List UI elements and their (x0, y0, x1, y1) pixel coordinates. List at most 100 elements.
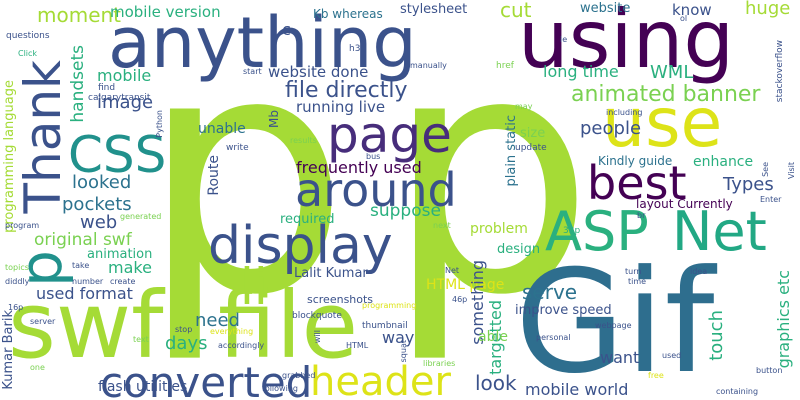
word: suppose (370, 201, 441, 221)
word: able (478, 329, 508, 345)
word: stackoverflow (775, 40, 785, 103)
word: Mb (267, 110, 281, 128)
word: manually (410, 61, 447, 70)
word: display (208, 216, 393, 276)
word: Visit (787, 162, 796, 180)
word: free (648, 371, 664, 380)
word: li (240, 258, 268, 316)
word: around (295, 163, 457, 217)
word: 16p (8, 303, 24, 312)
word: pockets (62, 194, 132, 215)
word: problem (470, 221, 528, 237)
word: webpage (595, 321, 632, 330)
word: stylesheet (400, 2, 468, 17)
word: one (30, 363, 45, 372)
word: days (165, 333, 208, 354)
word: p (140, 0, 350, 367)
word: cut (500, 0, 532, 22)
word: file directly (285, 78, 408, 103)
word: mobile version (110, 3, 221, 21)
word: Lalit Kumar (294, 266, 368, 281)
word: required (280, 212, 335, 227)
word: containing (716, 387, 759, 396)
word: frequently used (296, 158, 422, 177)
word: c (282, 20, 291, 39)
word: Kb whereas (313, 7, 383, 21)
word: bus (366, 152, 381, 161)
word: squat (399, 340, 408, 363)
word: everything (210, 327, 254, 336)
word: Kumar Barik (1, 310, 16, 390)
word: program (5, 221, 40, 230)
word: touch (706, 310, 727, 361)
word: questions (6, 31, 50, 41)
word: button (756, 366, 783, 375)
word: start (243, 67, 262, 76)
word: programming language (2, 80, 17, 233)
word: href (496, 61, 514, 71)
word: handsets (68, 45, 88, 123)
word: server (30, 317, 56, 326)
word: swf (8, 272, 164, 379)
word: ol (680, 14, 688, 23)
word: Route (206, 155, 222, 196)
word: stop (175, 325, 193, 334)
word: topics (5, 263, 29, 272)
word: layout Currently (636, 197, 733, 211)
word: graphics etc (774, 270, 793, 369)
word: personal (536, 333, 571, 342)
word: including (606, 108, 643, 117)
word: text (133, 335, 149, 344)
word: using (518, 0, 735, 86)
word: will (313, 330, 322, 344)
word: write (226, 143, 249, 153)
word: number (72, 277, 104, 286)
word: best (587, 156, 687, 210)
word: running live (296, 98, 386, 116)
word: blockquote (292, 311, 342, 321)
word: used (662, 351, 682, 360)
word: update (515, 143, 547, 153)
word: ie (560, 35, 568, 44)
word: HTML page (426, 277, 505, 293)
word: ASP (545, 200, 649, 263)
word: take (72, 261, 90, 270)
word: WML (650, 62, 694, 83)
word: size (520, 126, 546, 141)
word: Net (445, 266, 460, 275)
word: find (98, 83, 116, 93)
word: See (761, 162, 770, 177)
word: diddly (5, 277, 30, 286)
word: HTML (346, 341, 369, 350)
word: programming (362, 301, 417, 310)
word: moment (37, 3, 122, 27)
word: header (310, 359, 451, 400)
word: look (475, 371, 517, 395)
word: want (600, 348, 640, 367)
word: animated banner (571, 82, 761, 107)
word: mobile (97, 66, 152, 85)
word: grabbed (282, 371, 316, 380)
word: Thank (14, 60, 72, 214)
word: website (580, 1, 631, 16)
word: screenshots (307, 293, 374, 306)
word: anything (108, 2, 417, 84)
word: idea (690, 267, 708, 276)
word: huge (745, 0, 791, 19)
word: original swf (34, 230, 132, 250)
word: converted (100, 358, 313, 400)
word: Net (672, 200, 767, 263)
word: CSS (68, 126, 167, 184)
word: h3 (349, 44, 361, 54)
word: page (327, 106, 452, 164)
word: use (602, 84, 723, 163)
word: need (195, 310, 240, 331)
word: flash utilities (98, 379, 188, 395)
word: 46p (452, 295, 468, 304)
word: used format (36, 284, 133, 303)
word: 32p (563, 226, 581, 236)
word: generated (120, 212, 162, 221)
word: long time (543, 62, 619, 81)
word: Click (18, 49, 38, 58)
